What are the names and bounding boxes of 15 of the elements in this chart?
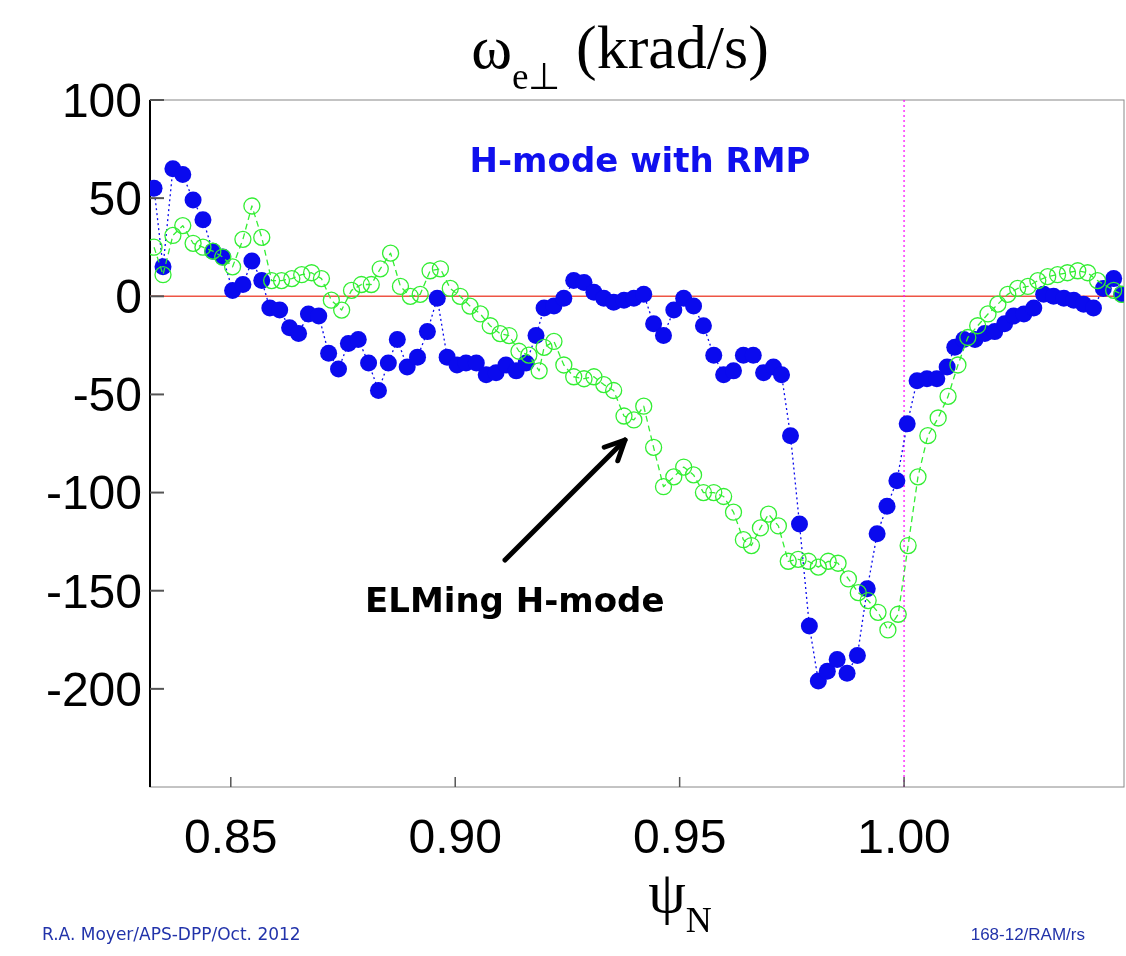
y-tick-label: 50 [88,171,142,225]
y-tick-label: 0 [115,270,142,324]
y-tick-label: -150 [45,564,142,618]
annotation: ELMing H-mode [365,580,665,620]
x-tick-label: 0.90 [408,810,502,863]
y-tick-label: -100 [45,466,142,520]
annotation: H-mode with RMP [469,140,811,180]
y-tick-label: -50 [72,368,142,422]
x-tick-label: 0.85 [184,810,278,863]
text: 168-12/RAM/rs [970,925,1085,944]
chart-title: ω$_{e⊥}$ (krad/s) [471,13,769,97]
y-tick-label: 100 [61,73,142,127]
text: R.A. Moyer/APS-DPP/Oct. 2012 [42,924,301,944]
y-tick-label: -200 [45,662,142,716]
x-tick-label: 1.00 [857,810,951,863]
